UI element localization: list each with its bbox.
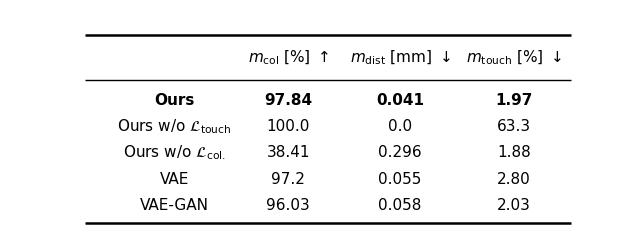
Text: 2.03: 2.03 <box>497 198 531 213</box>
Text: 97.2: 97.2 <box>271 172 305 187</box>
Text: 1.97: 1.97 <box>495 93 532 108</box>
Text: 1.88: 1.88 <box>497 145 531 160</box>
Text: Ours: Ours <box>154 93 195 108</box>
Text: 0.0: 0.0 <box>388 119 412 134</box>
Text: $m_{\mathrm{dist}}$ [mm] $\downarrow$: $m_{\mathrm{dist}}$ [mm] $\downarrow$ <box>349 49 451 67</box>
Text: 0.058: 0.058 <box>378 198 422 213</box>
Text: 96.03: 96.03 <box>266 198 310 213</box>
Text: 0.041: 0.041 <box>376 93 424 108</box>
Text: 0.296: 0.296 <box>378 145 422 160</box>
Text: VAE-GAN: VAE-GAN <box>140 198 209 213</box>
Text: 2.80: 2.80 <box>497 172 531 187</box>
Text: 63.3: 63.3 <box>497 119 531 134</box>
Text: 0.055: 0.055 <box>378 172 422 187</box>
Text: Ours w/o $\mathcal{L}_{\mathrm{col.}}$: Ours w/o $\mathcal{L}_{\mathrm{col.}}$ <box>123 144 226 162</box>
Text: $m_{\mathrm{touch}}$ [%] $\downarrow$: $m_{\mathrm{touch}}$ [%] $\downarrow$ <box>466 49 562 67</box>
Text: $m_{\mathrm{col}}$ [%] $\uparrow$: $m_{\mathrm{col}}$ [%] $\uparrow$ <box>248 49 329 67</box>
Text: VAE: VAE <box>159 172 189 187</box>
Text: 100.0: 100.0 <box>267 119 310 134</box>
Text: 97.84: 97.84 <box>264 93 312 108</box>
Text: 38.41: 38.41 <box>267 145 310 160</box>
Text: Ours w/o $\mathcal{L}_{\mathrm{touch}}$: Ours w/o $\mathcal{L}_{\mathrm{touch}}$ <box>117 118 232 136</box>
